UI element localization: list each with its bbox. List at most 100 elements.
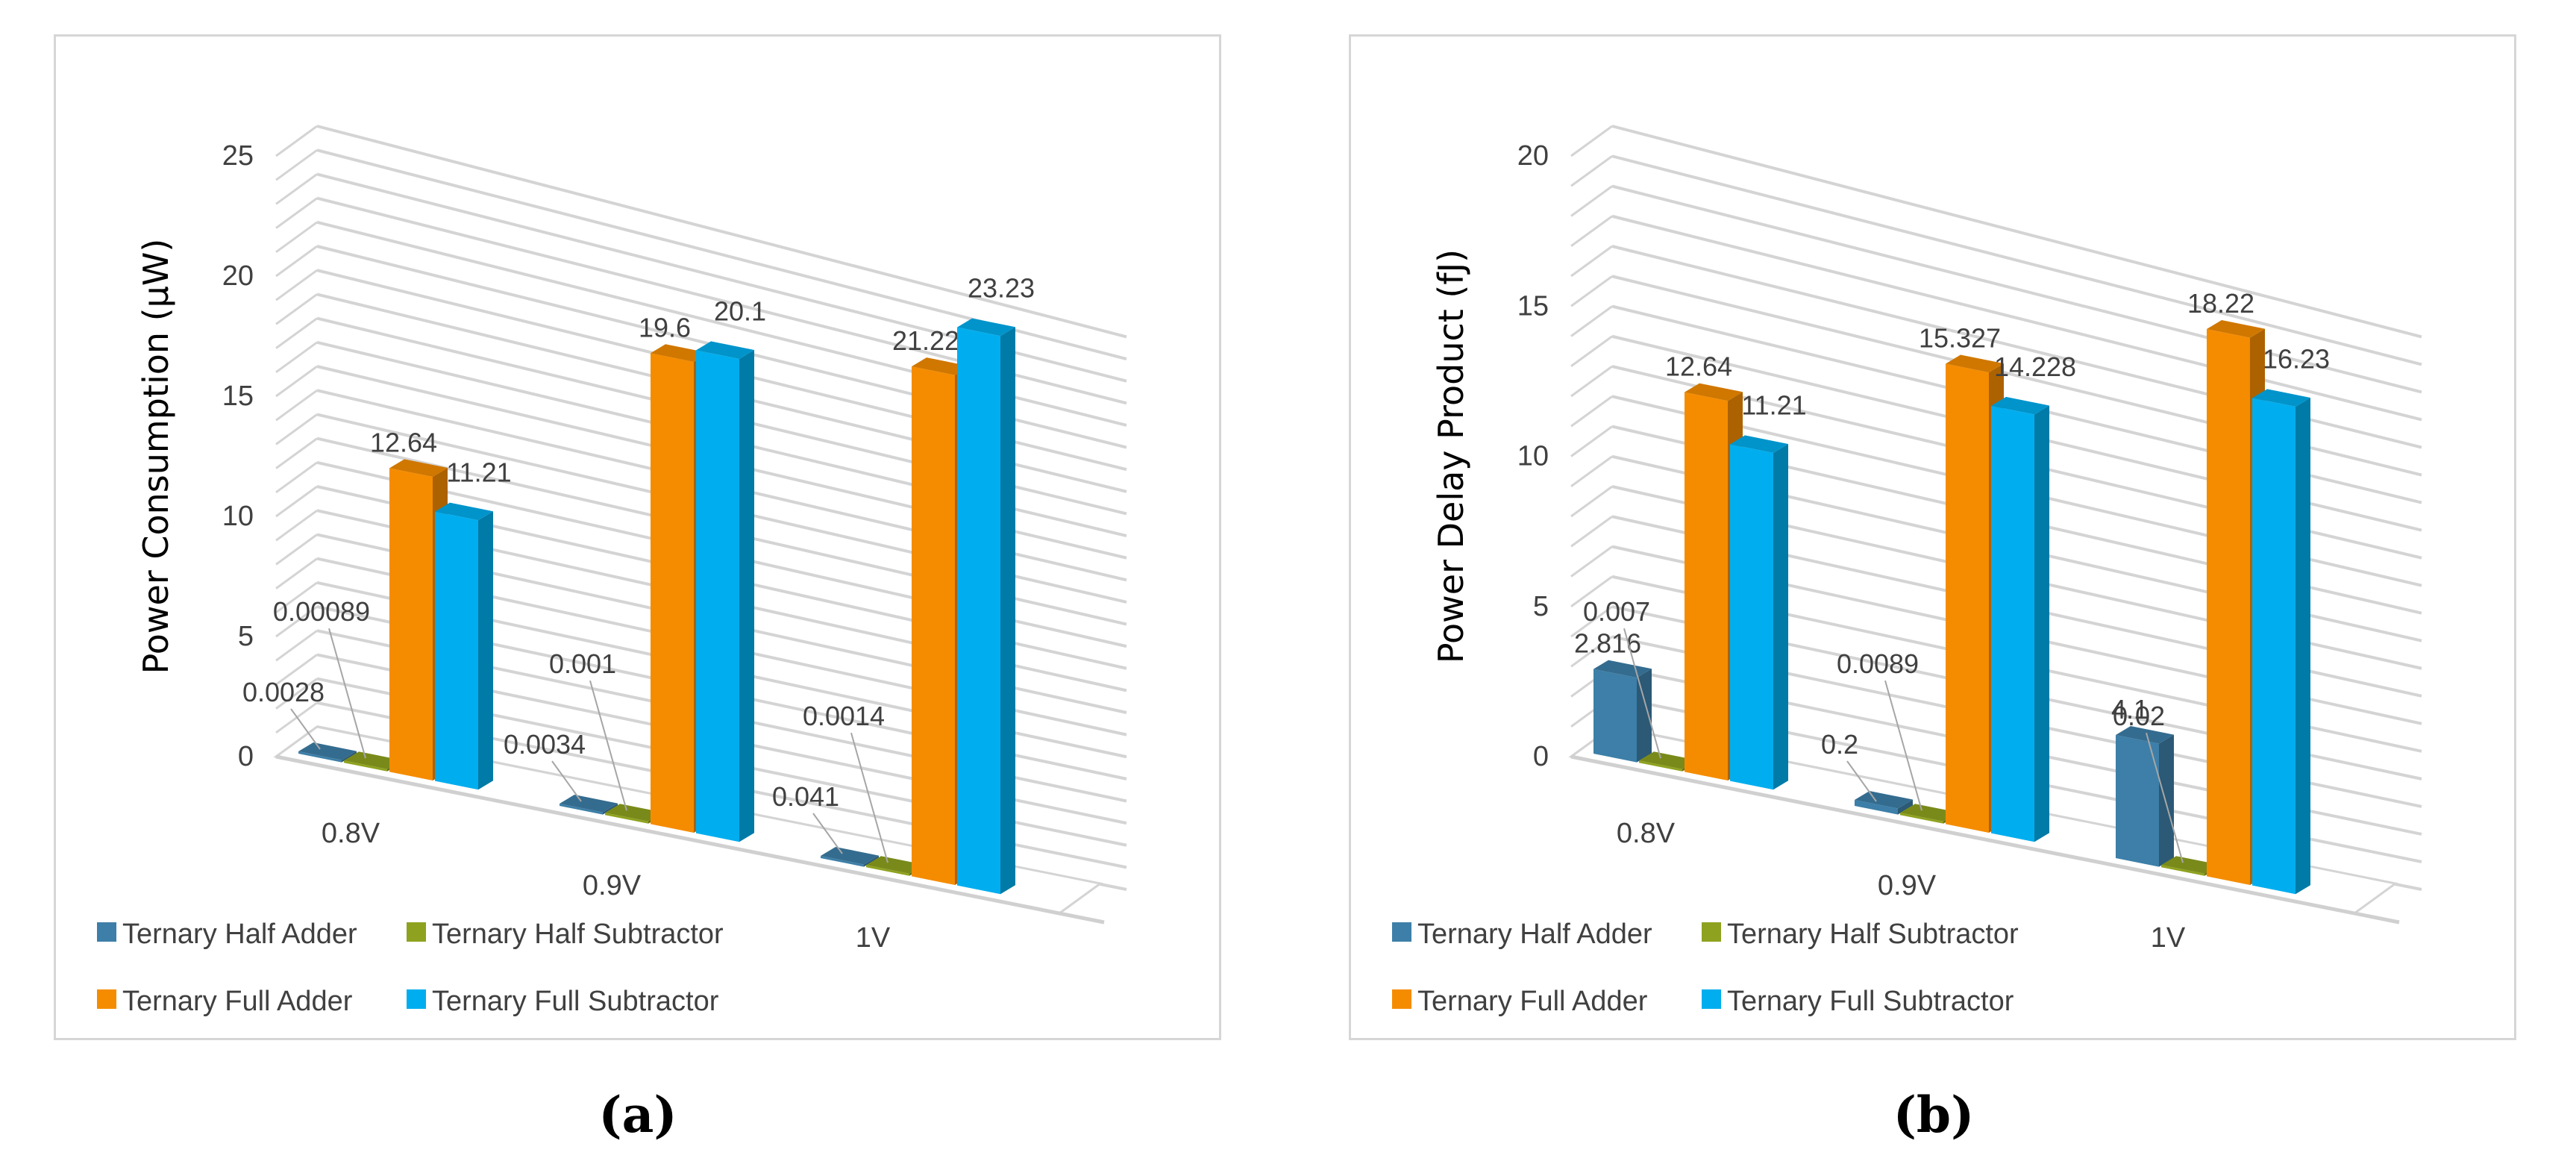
bar-top <box>912 357 970 375</box>
leader-line <box>290 708 321 750</box>
y-ticks: 0 5 10 15 20 <box>1517 140 1549 772</box>
bar <box>1639 760 1682 772</box>
y-tick-label: 10 <box>1517 441 1549 472</box>
bar-top <box>2161 856 2219 874</box>
side-gridline <box>275 173 318 205</box>
bar-top <box>821 847 879 865</box>
legend-label: Ternary Half Subtractor <box>432 919 724 950</box>
bar-top <box>1730 435 1788 453</box>
gridline <box>1611 154 2422 366</box>
side-gridline <box>275 654 318 686</box>
y-tick-label: 0 <box>238 741 254 772</box>
side-gridline <box>1570 275 1613 307</box>
data-label: 0.001 <box>549 648 616 679</box>
side-gridline <box>275 148 318 181</box>
gridline <box>1611 214 2422 422</box>
category-label: 1V <box>856 922 891 954</box>
side-gridline <box>275 509 318 542</box>
bar-top <box>1900 804 1958 822</box>
bar-top <box>1855 790 1913 809</box>
side-gridline <box>275 557 318 589</box>
bar <box>605 813 648 824</box>
side-gridline <box>1570 185 1613 217</box>
leader-line <box>850 732 889 863</box>
y-tick-label: 15 <box>1517 290 1549 322</box>
legend-swatch <box>97 922 116 942</box>
data-label: 0.0014 <box>803 701 885 731</box>
bar-top <box>2116 725 2174 744</box>
side-gridline <box>1570 395 1613 428</box>
bar-top <box>435 502 493 521</box>
data-label: 19.6 <box>639 312 691 342</box>
chart-panel-b: 0 5 10 15 20 Power Delay Product (fJ) 2.816 0.0… <box>1349 34 2516 1040</box>
bar <box>1593 669 1637 763</box>
bar <box>821 856 864 867</box>
data-label: 0.007 <box>1583 596 1650 627</box>
bar <box>2161 865 2204 876</box>
bar-side <box>1000 327 1015 895</box>
bar <box>696 350 739 842</box>
side-gridline <box>1570 125 1613 157</box>
side-gridline <box>1570 636 1613 668</box>
bar-top <box>866 856 924 874</box>
gridline <box>1611 125 2422 339</box>
side-gridline <box>275 221 318 254</box>
data-label: 18.22 <box>2187 288 2254 319</box>
gridline <box>1611 184 2422 394</box>
bar <box>298 751 342 763</box>
legend-label: Ternary Full Subtractor <box>1727 986 2014 1017</box>
bar-side <box>478 511 493 790</box>
side-gridline <box>1570 545 1613 578</box>
legend-label: Ternary Full Subtractor <box>432 986 719 1017</box>
bar <box>957 327 1000 895</box>
side-gridline <box>1570 516 1613 548</box>
category-label: 0.9V <box>1878 870 1937 901</box>
bar <box>560 804 603 815</box>
y-tick-label: 20 <box>1517 140 1549 172</box>
bar <box>912 366 955 886</box>
side-gridline <box>275 365 318 398</box>
bar-top <box>651 344 709 362</box>
y-tick-label: 10 <box>222 501 254 532</box>
leader-line <box>2146 732 2184 863</box>
bar <box>2116 734 2159 867</box>
bar-top <box>605 804 663 822</box>
legend-swatch <box>1392 922 1411 942</box>
bar-top <box>1946 354 2004 373</box>
bar <box>1946 363 1989 833</box>
bar-top <box>1685 383 1743 401</box>
data-label: 2.816 <box>1574 628 1641 659</box>
y-tick-label: 15 <box>222 381 254 412</box>
bar-top <box>389 459 448 477</box>
bar <box>866 865 909 876</box>
bar-top <box>1991 396 2049 415</box>
bar-side <box>864 855 879 867</box>
data-label: 0.02 <box>2113 701 2165 731</box>
leader-line <box>1623 628 1661 759</box>
chart-panel-a: 0 5 10 15 20 25 Power Consumption (µW) 0.0028 0.… <box>54 34 1221 1040</box>
category-label: 1V <box>2151 922 2186 954</box>
side-gridline <box>275 437 318 469</box>
side-gridline <box>1570 245 1613 278</box>
legend: Ternary Half Adder Ternary Half Subtracto… <box>97 919 724 1017</box>
legend-swatch <box>1702 922 1721 942</box>
y-tick-label: 20 <box>222 260 254 292</box>
panel-label-a: (a) <box>598 1086 677 1144</box>
bar <box>389 468 433 781</box>
side-gridline <box>1570 155 1613 187</box>
bar-top <box>344 751 402 769</box>
side-gridline <box>275 534 318 566</box>
legend-label: Ternary Half Adder <box>1417 919 1652 950</box>
side-gridline <box>1570 305 1613 337</box>
bar-top <box>696 341 754 359</box>
y-tick-label: 5 <box>238 621 254 652</box>
side-gridline <box>275 125 318 157</box>
side-gridline <box>275 461 318 494</box>
leader-line <box>551 760 582 802</box>
x-axis-line <box>1570 754 2400 925</box>
bar <box>651 353 694 833</box>
bar-side <box>2034 405 2049 842</box>
bar-side <box>1773 443 1788 790</box>
bar <box>2207 329 2250 885</box>
